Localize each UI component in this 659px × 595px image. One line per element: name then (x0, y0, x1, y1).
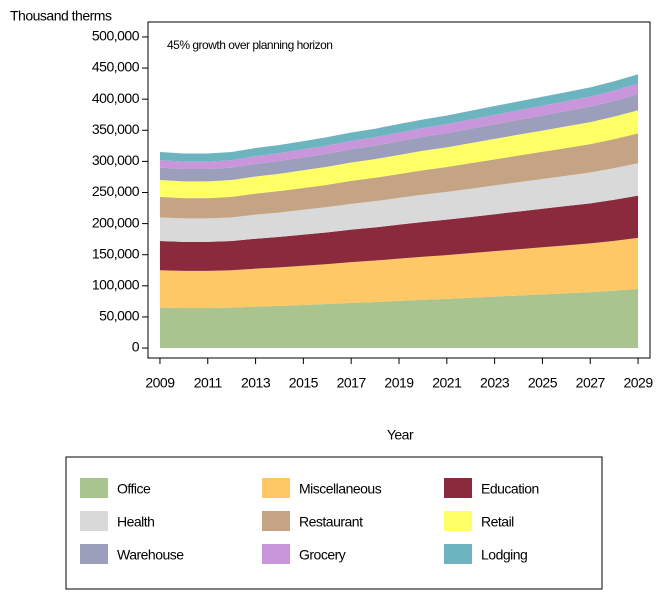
legend-label: Miscellaneous (299, 481, 382, 497)
y-tick-label: 300,000 (92, 152, 140, 168)
legend-swatch (262, 511, 290, 531)
area (159, 288, 639, 349)
legend-label: Retail (481, 514, 514, 530)
x-tick-label: 2009 (145, 375, 175, 391)
y-tick-label: 250,000 (92, 183, 140, 199)
legend-swatch (444, 478, 472, 498)
y-tick-label: 150,000 (92, 245, 140, 261)
x-tick-label: 2011 (194, 375, 223, 391)
legend-label: Restaurant (299, 514, 363, 530)
area (159, 237, 639, 308)
legend-label: Warehouse (117, 547, 184, 563)
x-axis-label: Year (387, 427, 414, 443)
x-tick-label: 2015 (289, 375, 319, 391)
area (159, 163, 639, 242)
legend-label: Lodging (481, 547, 527, 563)
legend-label: Health (117, 514, 154, 530)
legend-swatch (262, 478, 290, 498)
area (159, 110, 639, 199)
legend-swatch (444, 511, 472, 531)
y-tick-label: 50,000 (99, 308, 140, 324)
x-tick-label: 2017 (337, 375, 367, 391)
area (159, 195, 639, 271)
area (159, 133, 639, 219)
legend-swatch (80, 544, 108, 564)
y-tick-label: 400,000 (92, 90, 140, 106)
x-tick-label: 2027 (576, 375, 606, 391)
x-tick-label: 2029 (623, 375, 653, 391)
legend-swatch (80, 511, 108, 531)
x-tick-label: 2019 (384, 375, 414, 391)
legend-label: Grocery (299, 547, 346, 563)
y-tick-label: 500,000 (92, 28, 140, 44)
y-tick-label: 450,000 (92, 59, 140, 75)
y-tick-label: 350,000 (92, 121, 140, 137)
annotation: 45% growth over planning horizon (167, 38, 332, 52)
legend-swatch (262, 544, 290, 564)
x-tick-label: 2013 (241, 375, 271, 391)
legend-swatch (444, 544, 472, 564)
y-tick-label: 200,000 (92, 214, 140, 230)
legend-label: Office (117, 481, 151, 497)
y-tick-label: 100,000 (92, 277, 140, 293)
x-tick-label: 2021 (432, 375, 462, 391)
legend-box (65, 456, 603, 590)
x-tick-label: 2025 (528, 375, 558, 391)
area (159, 94, 639, 182)
legend-label: Education (481, 481, 539, 497)
y-axis-label: Thousand therms (10, 8, 112, 24)
y-tick-label: 0 (132, 339, 140, 355)
legend-swatch (80, 478, 108, 498)
x-tick-label: 2023 (480, 375, 510, 391)
